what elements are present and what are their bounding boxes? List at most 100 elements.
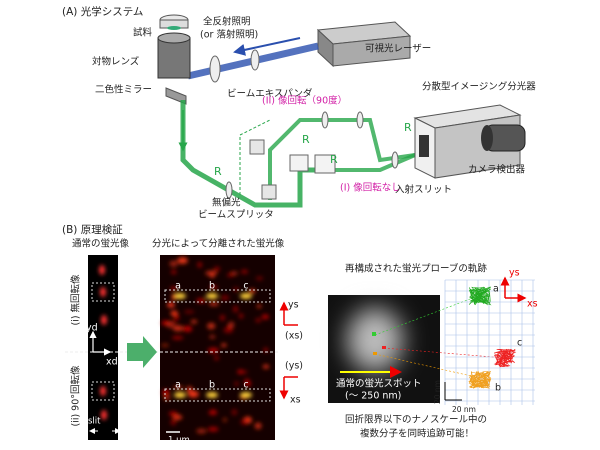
spot: [206, 392, 218, 398]
spot: [207, 426, 219, 432]
panel-title: (A) 光学システム: [62, 5, 143, 18]
spot-label: b: [209, 281, 215, 292]
axis-label: xs: [527, 299, 538, 310]
spot: [99, 265, 105, 275]
spot: [174, 392, 186, 398]
spot: [255, 276, 264, 281]
spot: [161, 343, 169, 347]
spot: [214, 356, 219, 361]
optics: [157, 14, 526, 208]
spot: [240, 392, 252, 398]
spot: [254, 422, 262, 430]
spot: [163, 394, 171, 401]
image-separated: [160, 255, 275, 440]
spot-label: c: [243, 380, 248, 391]
trajectory-label: c: [517, 338, 522, 349]
spot-labels: a b c a b c: [175, 281, 249, 391]
label: ビームスプリッタ: [198, 210, 274, 221]
spot: [170, 418, 177, 426]
spot: [196, 428, 207, 434]
axis-label: (xs): [285, 331, 303, 342]
spot: [262, 364, 270, 369]
spot: [238, 313, 244, 319]
spot: [244, 378, 250, 385]
spot-label: b: [209, 380, 215, 391]
label: (or 落射照明): [200, 29, 258, 41]
spot: [166, 302, 175, 308]
spot: [232, 305, 239, 313]
scale-label: 1 μm: [168, 436, 190, 446]
label: 二色性ミラー: [95, 84, 152, 96]
spot: [206, 322, 216, 330]
axis-label: ys: [288, 300, 299, 311]
spot: [234, 381, 239, 386]
spot: [221, 343, 227, 347]
spot: [208, 301, 219, 306]
spot: [219, 314, 226, 321]
spot: [169, 286, 178, 291]
label: ビームエキスパンダ: [227, 88, 313, 100]
spot: [257, 304, 262, 309]
spot: [162, 389, 170, 396]
spot: [209, 285, 218, 290]
prism-label: R: [302, 133, 310, 146]
spot: [228, 321, 235, 329]
spot: [172, 325, 184, 332]
trajectory-label: a: [493, 284, 499, 295]
spot: [100, 386, 106, 396]
spot: [172, 414, 183, 420]
trajectory-grid: [444, 279, 535, 405]
spot: [240, 269, 249, 274]
spot: [172, 319, 177, 324]
spot: [182, 325, 193, 332]
spot: [213, 266, 220, 272]
trajectories: a b c: [468, 284, 522, 394]
label: 通常の蛍光スポット: [336, 378, 422, 390]
spot: [205, 270, 218, 276]
trajectory-label: b: [495, 383, 501, 394]
label: slit: [88, 417, 101, 427]
label: 分散型イメージング分光器: [422, 81, 536, 93]
label: 分光によって分離された蛍光像: [152, 238, 285, 250]
scale-label: 20 nm: [452, 405, 476, 414]
trajectory: [493, 348, 517, 368]
conclusion: 回折限界以下のナノスケール中の: [345, 414, 487, 426]
spot: [100, 287, 106, 297]
spot: [209, 334, 216, 339]
spot: [222, 417, 227, 423]
spot: [170, 269, 177, 275]
spot: [101, 410, 107, 420]
label: 対物レンズ: [92, 56, 140, 68]
spot: [206, 293, 218, 299]
label: (ii) 90°回転像: [70, 365, 82, 427]
label: 可視光レーザー: [365, 43, 431, 55]
spot: [184, 310, 195, 314]
spot: [240, 418, 248, 426]
axis-label: xs: [290, 395, 301, 406]
label: 再構成された蛍光プローブの軌跡: [345, 263, 487, 275]
spot-label: c: [243, 281, 248, 292]
axis-label: xd: [106, 357, 118, 368]
axis-label: ys: [509, 268, 520, 279]
trajectory: [468, 286, 492, 306]
spot: [190, 319, 198, 324]
prism-label: R: [330, 153, 338, 166]
axis-label: (ys): [285, 361, 303, 372]
trajectory: [468, 370, 492, 389]
label: カメラ検出器: [468, 164, 526, 176]
label: 入射スリット: [395, 184, 452, 196]
label: (～ 250 nm): [345, 391, 401, 402]
spot: [169, 260, 178, 267]
panel-title: (B) 原理検証: [62, 223, 123, 236]
spot: [174, 315, 180, 320]
spot: [174, 293, 186, 299]
prism-label: R: [404, 121, 412, 134]
spot: [237, 369, 244, 375]
spot-label: a: [175, 281, 181, 292]
spot: [197, 261, 202, 268]
label: 無偏光: [212, 197, 241, 209]
spot: [223, 327, 234, 334]
spot: [166, 321, 175, 329]
